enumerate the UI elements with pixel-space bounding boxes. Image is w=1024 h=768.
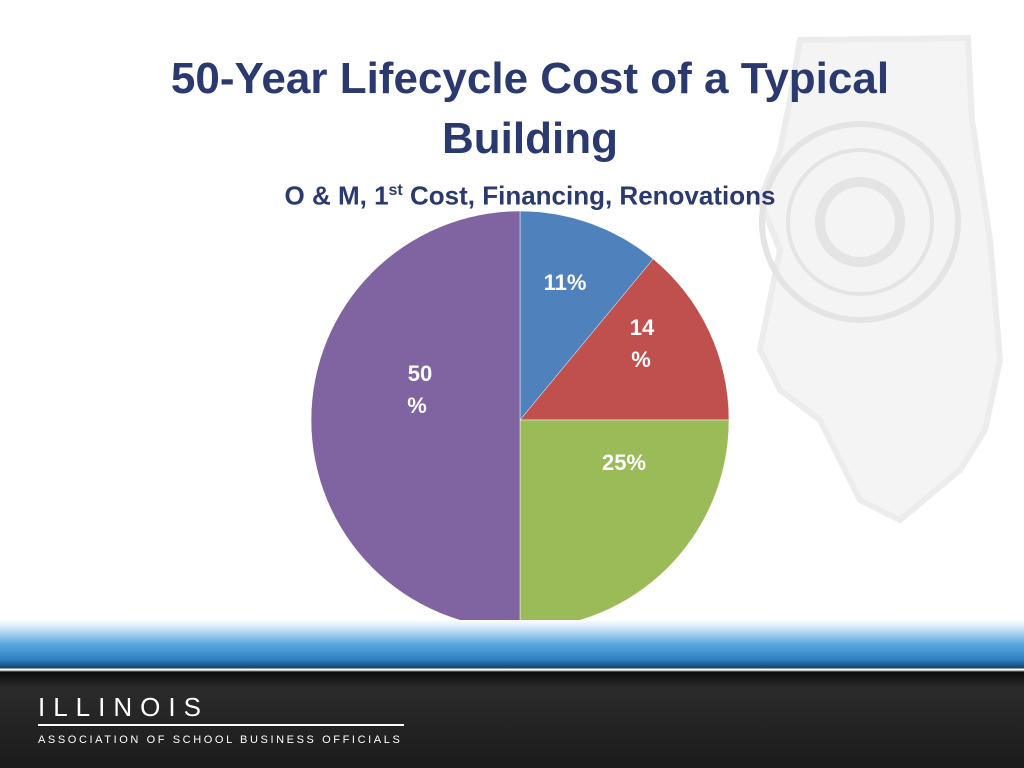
slice-label-1: 11% — [544, 270, 587, 295]
pie-slice-1 — [519, 210, 654, 421]
slice-label-4: 50% — [407, 361, 432, 418]
subtitle-part-2: Cost, Financing, Renovations — [402, 180, 776, 211]
asbo-seal-icon — [759, 121, 961, 323]
subtitle-part-1: O & M, 1 — [284, 180, 389, 211]
chart-subtitle: O & M, 1st Cost, Financing, Renovations — [0, 174, 1024, 213]
logo-divider — [38, 724, 404, 726]
chart-title-line1: 50-Year Lifecycle Cost of a Typical — [170, 54, 890, 103]
slice-label-3: 25% — [602, 450, 646, 475]
subtitle-superscript: st — [388, 182, 403, 199]
footer-band — [0, 620, 1024, 768]
slice-label-2: 14% — [630, 315, 655, 372]
logo-association-text: ASSOCIATION OF SCHOOL BUSINESS OFFICIALS — [38, 734, 403, 746]
pie-slice-4 — [310, 210, 521, 630]
logo-illinois-text: ILLINOIS — [38, 692, 209, 722]
pie-slice-2 — [519, 258, 730, 421]
chart-title-line2: Building — [442, 114, 618, 163]
